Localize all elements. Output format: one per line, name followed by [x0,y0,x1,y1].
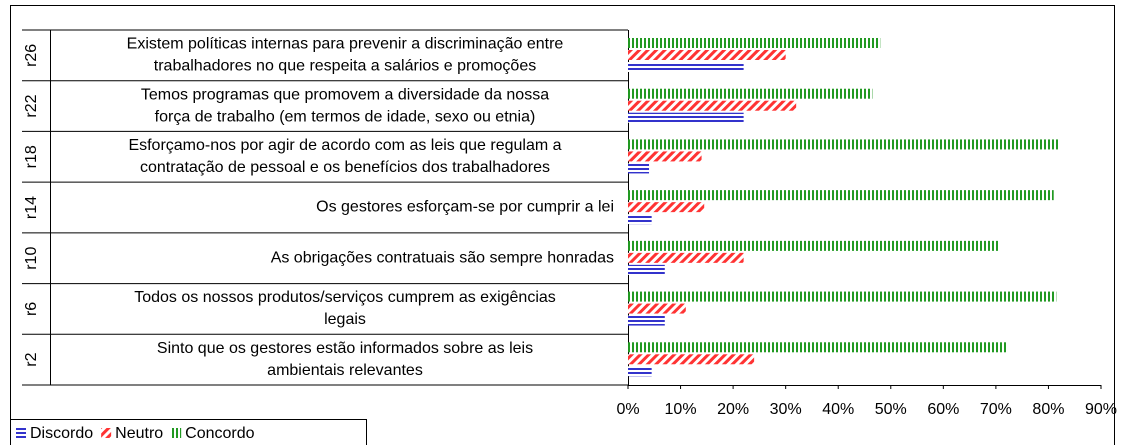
bar [628,354,755,365]
row-label: contratação de pessoal e os benefícios d… [140,159,550,176]
row-label: Sinto que os gestores estão informados s… [157,340,533,357]
legend-label: Concordo [185,425,254,442]
row-label: ambientais relevantes [267,362,423,379]
bar [628,252,744,263]
row-code: r18 [23,145,40,168]
bar [628,139,1059,150]
row-label: As obrigações contratuais são sempre hon… [271,249,614,266]
row-code: r26 [23,44,40,67]
x-tick-label: 20% [717,401,749,418]
x-tick-label: 60% [927,401,959,418]
row-label: força de trabalho (em termos de idade, s… [155,108,536,125]
bar [628,214,652,225]
bar [628,291,1057,302]
row-code: r10 [23,247,40,270]
x-tick-label: 40% [822,401,854,418]
legend-swatch [101,428,112,438]
row-label: Os gestores esforçam-se por cumprir a le… [316,199,614,216]
x-tick-label: 80% [1032,401,1064,418]
bar [628,88,873,99]
x-tick-label: 70% [980,401,1012,418]
row-label: Temos programas que promovem a diversida… [141,86,549,103]
x-tick-label: 50% [875,401,907,418]
bar [628,38,881,48]
legend-label: Discordo [30,425,93,442]
legend-swatch [16,428,26,438]
x-tick-label: 10% [665,401,697,418]
row-label: Existem políticas internas para prevenir… [127,36,564,53]
bar [628,315,665,326]
row-code: r2 [23,352,40,366]
bar [628,112,744,123]
bar [628,240,999,251]
x-tick-label: 90% [1085,401,1117,418]
bar [628,190,1054,201]
row-label: Esforçamo-nos por agir de acordo com as … [128,137,561,154]
bar [628,100,797,111]
legend-box [10,419,367,445]
bar [628,264,665,275]
bar [628,342,1007,353]
bar [628,163,650,174]
row-label: Todos os nossos produtos/serviços cumpre… [134,289,556,306]
legend-swatch [171,428,182,438]
bar [628,303,686,314]
bar [628,50,786,60]
bar [628,62,744,72]
bar [628,151,702,162]
x-tick-label: 0% [616,401,639,418]
frame [10,5,1115,445]
row-label: legais [324,311,366,328]
row-code: r6 [23,302,40,316]
row-label: trabalhadores no que respeita a salários… [154,58,536,75]
x-tick-label: 30% [770,401,802,418]
row-code: r22 [23,94,40,117]
legend-label: Neutro [115,425,163,442]
bar [628,202,705,213]
row-code: r14 [23,196,40,219]
bar [628,366,652,377]
